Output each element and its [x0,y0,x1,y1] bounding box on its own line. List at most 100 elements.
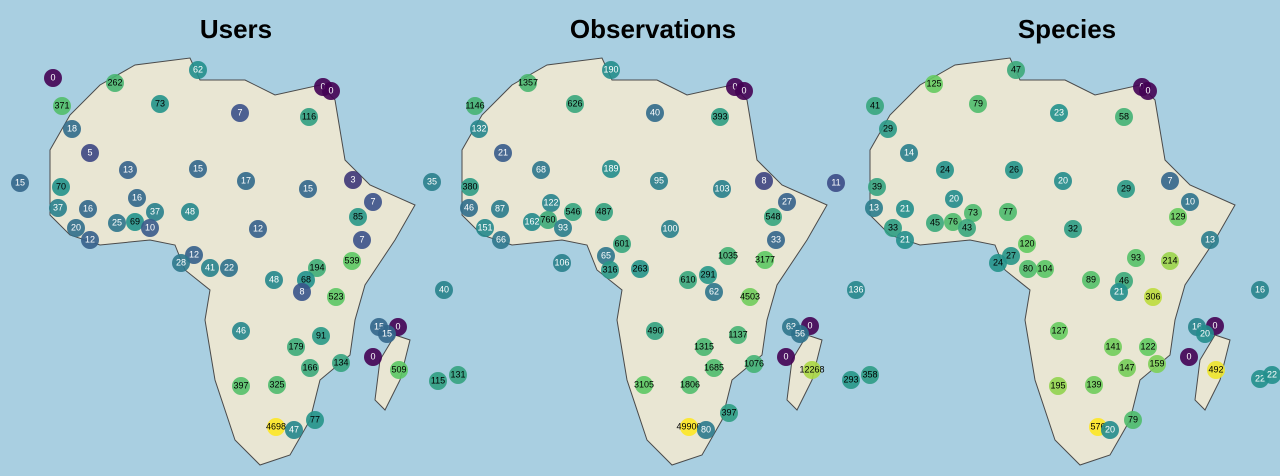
region-label: 0 [1145,85,1150,95]
region-label: 37 [150,206,160,216]
region-value [868,178,886,196]
region-value [312,327,330,345]
region-value [1263,366,1280,384]
region-label: 179 [288,341,303,351]
region-value [1181,193,1199,211]
region-value [944,213,962,231]
region-label: 5 [87,147,92,157]
region-value [1169,208,1187,226]
region-label: 56 [795,328,805,338]
region-value [1050,322,1068,340]
region-label: 104 [1037,263,1052,273]
region-label: 77 [1003,206,1013,216]
region-value [756,251,774,269]
region-label: 4503 [740,291,760,301]
region-label: 610 [680,274,695,284]
region-label: 306 [1145,291,1160,301]
region-label: 0 [732,81,737,91]
region-value [49,199,67,217]
region-label: 89 [1086,274,1096,284]
region-label: 548 [765,211,780,221]
region-label: 393 [712,111,727,121]
region-value [680,418,698,436]
region-value [791,325,809,343]
region-label: 1035 [718,250,738,260]
region-value [79,200,97,218]
region-label: 122 [1140,341,1155,351]
region-value [220,259,238,277]
region-value [999,203,1017,221]
region-value [300,108,318,126]
region-label: 27 [1006,250,1016,260]
region-value [353,231,371,249]
region-value [523,213,541,231]
region-value [44,69,62,87]
map-title: Species [1018,14,1116,44]
region-label: 3105 [634,379,654,389]
region-value [595,203,613,221]
region-value [646,104,664,122]
region-label: 159 [1149,358,1164,368]
region-label: 12 [253,223,263,233]
region-value [827,174,845,192]
region-label: 194 [309,262,324,272]
region-value [1118,359,1136,377]
region-value [265,271,283,289]
region-label: 79 [1128,414,1138,424]
region-value [803,361,821,379]
region-value [936,161,954,179]
region-value [232,377,250,395]
region-value [231,104,249,122]
region-label: 151 [477,222,492,232]
region-label: 37 [53,202,63,212]
region-value [777,348,795,366]
region-value [861,366,879,384]
region-value [1054,172,1072,190]
region-label: 33 [771,234,781,244]
region-label: 79 [973,98,983,108]
region-label: 93 [558,222,568,232]
region-value [681,376,699,394]
region-label: 73 [968,207,978,217]
region-label: 7 [237,107,242,117]
region-label: 62 [193,64,203,74]
region-value [126,213,144,231]
region-value [491,200,509,218]
region-label: 0 [783,351,788,361]
region-label: 16 [1255,284,1265,294]
region-value [449,366,467,384]
region-value [925,75,943,93]
continent [869,57,1236,466]
region-value [128,189,146,207]
region-label: 22 [224,262,234,272]
region-value [755,172,773,190]
region-label: 127 [1051,325,1066,335]
region-label: 195 [1050,380,1065,390]
region-label: 29 [883,123,893,133]
region-value [494,144,512,162]
region-value [602,61,620,79]
map-title: Observations [570,14,736,44]
region-label: 28 [176,257,186,267]
region-value [466,97,484,115]
region-value [1161,172,1179,190]
region-label: 626 [567,98,582,108]
region-label: 120 [1019,238,1034,248]
region-value [344,171,362,189]
region-value [1124,411,1142,429]
region-value [601,261,619,279]
region-value [249,220,267,238]
region-value [778,193,796,211]
region-label: 10 [1185,196,1195,206]
region-label: 16 [83,203,93,213]
region-label: 490 [647,325,662,335]
region-value [435,281,453,299]
region-value [705,283,723,301]
region-value [181,203,199,221]
region-value [896,231,914,249]
region-label: 539 [344,255,359,265]
region-label: 1806 [680,379,700,389]
region-label: 15 [193,163,203,173]
region-value [602,160,620,178]
region-label: 93 [1131,252,1141,262]
